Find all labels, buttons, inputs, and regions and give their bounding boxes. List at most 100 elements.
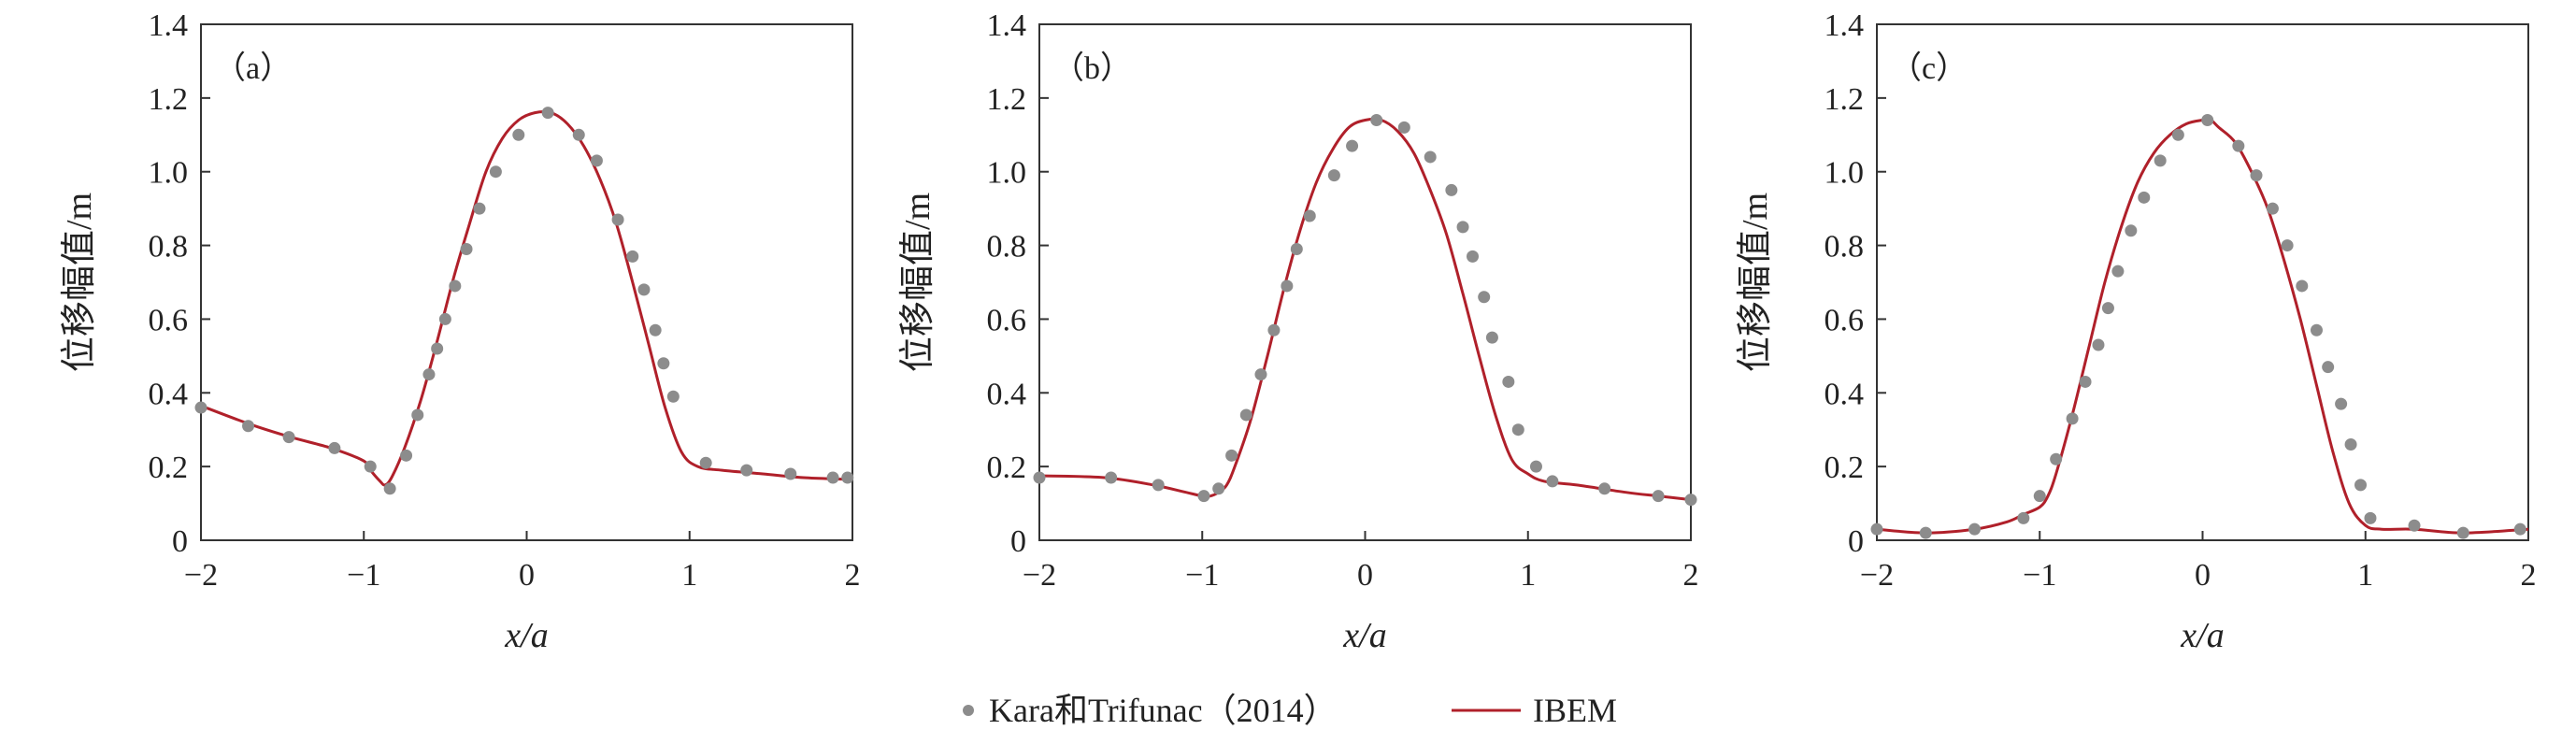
- panel-label: （c）: [1890, 50, 1968, 86]
- data-point-kara: [2250, 169, 2263, 182]
- data-point-kara: [1870, 522, 1883, 536]
- data-point-kara: [1467, 250, 1480, 263]
- data-point-kara: [2201, 114, 2214, 127]
- data-point-kara: [489, 165, 502, 179]
- series-line-ibem: [1877, 118, 2528, 535]
- data-point-kara: [657, 357, 670, 370]
- data-point-kara: [2125, 224, 2138, 237]
- data-point-kara: [2171, 128, 2184, 141]
- data-point-kara: [740, 464, 753, 477]
- data-point-kara: [1105, 471, 1118, 484]
- data-point-kara: [1478, 291, 1491, 304]
- data-point-kara: [473, 202, 486, 215]
- data-point-kara: [649, 323, 662, 336]
- data-point-kara: [431, 342, 444, 355]
- data-point-kara: [590, 154, 603, 167]
- x-tick-label: −1: [2023, 558, 2056, 593]
- data-point-kara: [400, 449, 413, 462]
- x-tick-label: −2: [1023, 558, 1056, 593]
- data-point-kara: [2335, 397, 2348, 410]
- data-point-kara: [1267, 323, 1281, 336]
- data-point-kara: [637, 283, 651, 296]
- data-point-kara: [1303, 209, 1316, 222]
- y-tick-label: 0.6: [987, 303, 1027, 337]
- data-point-kara: [438, 312, 451, 325]
- y-tick-label: 1.2: [149, 82, 189, 117]
- data-point-kara: [2101, 302, 2114, 315]
- panel-label: （a）: [214, 50, 292, 86]
- data-point-kara: [1370, 114, 1383, 127]
- x-tick-label: 0: [1357, 558, 1373, 593]
- data-point-kara: [411, 408, 424, 422]
- y-axis-title: 位移幅值/m: [1736, 193, 1775, 372]
- data-point-kara: [1239, 408, 1252, 422]
- data-point-kara: [2138, 191, 2151, 204]
- data-point-kara: [1212, 482, 1225, 495]
- data-point-kara: [541, 107, 554, 120]
- x-tick-label: 0: [2195, 558, 2211, 593]
- data-point-kara: [1529, 460, 1542, 473]
- data-point-kara: [2354, 479, 2368, 492]
- data-point-kara: [841, 471, 854, 484]
- data-point-kara: [512, 128, 525, 141]
- data-point-kara: [2033, 490, 2046, 503]
- y-tick-label: 1.4: [149, 8, 189, 43]
- x-tick-label: −1: [347, 558, 380, 593]
- x-axis-title: x/a: [2180, 616, 2224, 655]
- x-tick-label: 1: [2357, 558, 2373, 593]
- x-axis-title: x/a: [1342, 616, 1386, 655]
- data-point-kara: [1511, 423, 1524, 437]
- data-point-kara: [1346, 139, 1359, 152]
- x-tick-label: 1: [681, 558, 697, 593]
- data-point-kara: [2364, 511, 2377, 524]
- x-tick-label: 0: [519, 558, 535, 593]
- data-point-kara: [2154, 154, 2167, 167]
- data-point-kara: [1327, 169, 1340, 182]
- x-tick-label: −2: [184, 558, 218, 593]
- data-point-kara: [2513, 522, 2526, 536]
- data-point-kara: [1652, 490, 1665, 503]
- y-tick-label: 0.4: [987, 377, 1027, 411]
- data-point-kara: [1397, 121, 1410, 134]
- data-point-kara: [2344, 437, 2357, 451]
- data-point-kara: [1290, 243, 1303, 256]
- y-tick-label: 0.8: [1825, 230, 1865, 265]
- legend-marker-kara: [963, 705, 974, 716]
- data-point-kara: [2232, 139, 2245, 152]
- panel-3: 0 0.2 0.4 0.6 0.8 1.0 1.2 1.4 −2 −1 0 1 2 （c） x/a 位移幅值/…: [1736, 8, 2537, 655]
- data-point-kara: [826, 471, 839, 484]
- y-tick-label: 1.2: [987, 82, 1027, 117]
- x-tick-label: −1: [1185, 558, 1219, 593]
- data-point-kara: [2079, 375, 2092, 388]
- x-tick-label: 2: [2521, 558, 2537, 593]
- data-point-kara: [1968, 522, 1982, 536]
- legend-label-ibem: IBEM: [1533, 692, 1617, 729]
- data-point-kara: [1424, 150, 1437, 164]
- data-point-kara: [2092, 338, 2105, 351]
- data-point-kara: [1445, 183, 1458, 196]
- data-point-kara: [2296, 279, 2309, 293]
- data-point-kara: [2310, 323, 2323, 336]
- data-point-kara: [328, 441, 341, 454]
- data-point-kara: [1502, 375, 1515, 388]
- y-tick-label: 0: [1848, 524, 1864, 559]
- data-point-kara: [449, 279, 462, 293]
- series-line-ibem: [201, 109, 852, 487]
- legend: Kara和Trifunac（2014） IBEM: [963, 692, 1617, 729]
- data-point-kara: [2456, 526, 2469, 539]
- data-point-kara: [1456, 221, 1469, 234]
- series-line-ibem: [1039, 117, 1691, 502]
- y-tick-label: 0.2: [149, 451, 189, 485]
- data-point-kara: [282, 431, 295, 444]
- panel-1: 0 0.2 0.4 0.6 0.8 1.0 1.2 1.4 −2 −1 0 1 2 （a） x/a 位移幅值/…: [60, 8, 861, 655]
- y-tick-label: 1.2: [1825, 82, 1865, 117]
- x-tick-label: 2: [845, 558, 861, 593]
- data-point-kara: [2066, 412, 2079, 425]
- data-point-kara: [422, 368, 436, 381]
- y-axis-title: 位移幅值/m: [898, 193, 937, 372]
- y-tick-label: 0.4: [149, 377, 189, 411]
- data-point-kara: [383, 482, 396, 495]
- legend-label-kara: Kara和Trifunac（2014）: [989, 692, 1338, 729]
- y-tick-label: 1.0: [1825, 156, 1865, 191]
- y-tick-label: 1.4: [1825, 8, 1865, 43]
